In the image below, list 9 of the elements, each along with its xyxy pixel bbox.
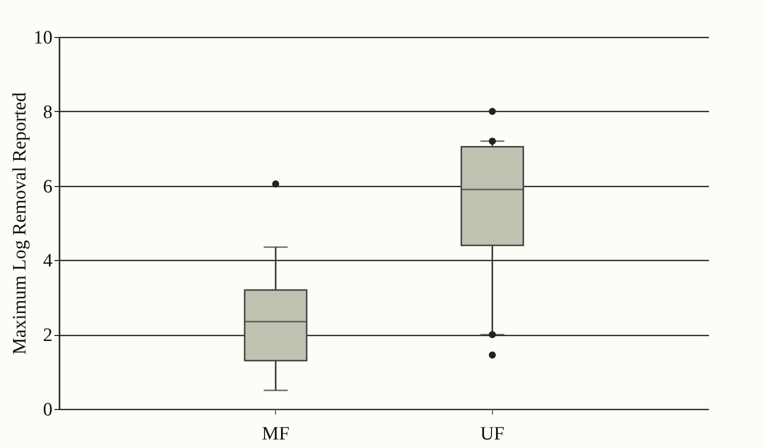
y-tick-label: 8 [43, 102, 52, 123]
x-tick-label: MF [262, 424, 290, 444]
y-tick-label: 4 [43, 250, 53, 272]
y-axis-title: Maximum Log Removal Reported [10, 92, 30, 355]
y-tick-label: 10 [34, 28, 52, 48]
y-tick-label: 0 [43, 400, 52, 420]
y-tick-label: 2 [43, 325, 52, 346]
y-tick-label: 6 [43, 176, 52, 198]
x-tick-label: UF [480, 424, 504, 444]
